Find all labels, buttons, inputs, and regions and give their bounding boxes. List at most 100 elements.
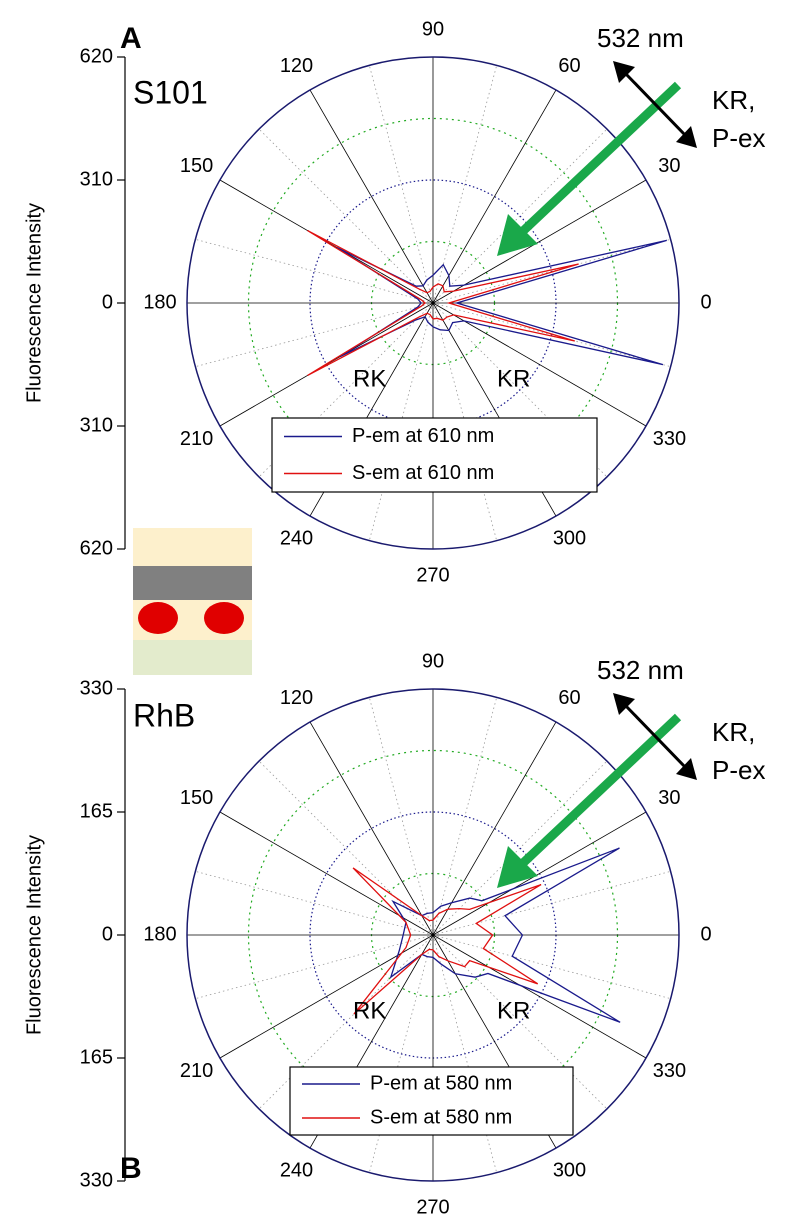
particle — [204, 602, 244, 634]
minor-spoke — [368, 65, 434, 304]
angle-label: 30 — [658, 787, 680, 809]
minor-spoke — [258, 128, 434, 304]
angular-grid — [309, 89, 434, 304]
green-arrow — [518, 81, 682, 236]
polarization: P-ex — [712, 123, 765, 153]
angle-label: 180 — [143, 291, 176, 313]
y-tick-label: 0 — [102, 923, 113, 945]
angular-grid — [309, 721, 434, 936]
angle-label: 240 — [280, 1160, 313, 1182]
angle-label: 90 — [422, 18, 444, 40]
legend-box — [289, 1066, 574, 1136]
y-tick-label: 165 — [80, 800, 113, 822]
wavelength: 532 nm — [597, 655, 684, 685]
angle-label: 300 — [553, 1160, 586, 1182]
green-arrow — [518, 713, 682, 868]
panel-label: B — [120, 1152, 142, 1185]
note: RK — [353, 997, 386, 1024]
y-tick-label: 330 — [80, 1169, 113, 1191]
y-tick-label: 620 — [80, 537, 113, 559]
minor-spoke — [195, 302, 434, 368]
note: KR — [497, 365, 530, 392]
polarization-arrow — [623, 703, 688, 770]
angular-grid — [432, 811, 647, 936]
minor-spoke — [195, 934, 434, 1000]
angle-label: 270 — [416, 1196, 449, 1218]
minor-spoke — [432, 128, 608, 304]
angle-label: 30 — [658, 155, 680, 177]
legend-box — [271, 417, 598, 493]
legend-label: P-em at 580 nm — [370, 1072, 512, 1094]
angle-label: 0 — [700, 291, 711, 313]
note: RK — [353, 365, 386, 392]
minor-spoke — [195, 870, 434, 936]
angular-grid — [432, 302, 647, 427]
layer — [133, 528, 252, 566]
y-tick-label: 310 — [80, 414, 113, 436]
series-line — [307, 230, 579, 376]
angular-grid — [432, 179, 647, 304]
angle-label: 330 — [653, 1060, 686, 1082]
layer — [133, 640, 252, 675]
minor-spoke — [195, 238, 434, 304]
angle-label: 120 — [280, 55, 313, 77]
angle-label: 0 — [700, 923, 711, 945]
angle-label: 300 — [553, 528, 586, 550]
angle-label: 210 — [180, 428, 213, 450]
angle-label: 90 — [422, 650, 444, 672]
minor-spoke — [258, 760, 434, 936]
polarization: KR, — [712, 85, 755, 115]
layer-inset — [133, 528, 252, 675]
arrowhead — [676, 758, 697, 780]
angle-label: 210 — [180, 1060, 213, 1082]
minor-spoke — [432, 697, 498, 936]
green-arrowhead — [497, 846, 538, 888]
polarization: P-ex — [712, 755, 765, 785]
y-tick-label: 165 — [80, 1046, 113, 1068]
angular-grid — [432, 934, 647, 1059]
minor-spoke — [432, 760, 608, 936]
arrowhead — [613, 693, 635, 715]
angle-label: 180 — [143, 923, 176, 945]
series-line — [336, 239, 667, 366]
angle-label: 330 — [653, 428, 686, 450]
angle-label: 150 — [180, 787, 213, 809]
wavelength: 532 nm — [597, 23, 684, 53]
y-tick-label: 310 — [80, 168, 113, 190]
arrowhead — [613, 61, 635, 83]
y-tick-label: 620 — [80, 45, 113, 67]
angle-label: 60 — [558, 687, 580, 709]
arrowhead — [676, 126, 697, 148]
y-tick-label: 330 — [80, 677, 113, 699]
minor-spoke — [368, 697, 434, 936]
angle-label: 60 — [558, 55, 580, 77]
green-arrowhead — [497, 214, 538, 256]
angular-grid — [432, 721, 557, 936]
angular-grid — [432, 89, 557, 304]
polar-panel: 0 30 60 90 120 150 180 210 240 270 300 330 330 165 0 16… — [23, 650, 765, 1218]
particle — [138, 602, 178, 634]
angle-label: 150 — [180, 155, 213, 177]
angle-label: 120 — [280, 687, 313, 709]
angle-label: 240 — [280, 528, 313, 550]
note: KR — [497, 997, 530, 1024]
sample-name: RhB — [133, 697, 195, 733]
panel-label: A — [120, 22, 142, 55]
legend-label: P-em at 610 nm — [352, 425, 494, 447]
polarization: KR, — [712, 717, 755, 747]
minor-spoke — [258, 934, 434, 1110]
legend-label: S-em at 610 nm — [352, 462, 494, 484]
sample-name: S101 — [133, 74, 208, 110]
series-line — [352, 867, 542, 1015]
y-axis-title: Fluorescence Intensity — [23, 203, 45, 403]
legend-label: S-em at 580 nm — [370, 1106, 512, 1128]
angle-label: 270 — [416, 564, 449, 586]
minor-spoke — [432, 65, 498, 304]
outer-circle — [186, 688, 680, 1182]
y-tick-label: 0 — [102, 291, 113, 313]
polarization-arrow — [623, 71, 688, 138]
series-line — [389, 847, 621, 1023]
polar-panel: 0 30 60 90 120 150 180 210 240 270 300 330 620 310 0 31… — [23, 18, 765, 586]
y-axis-title: Fluorescence Intensity — [23, 835, 45, 1035]
